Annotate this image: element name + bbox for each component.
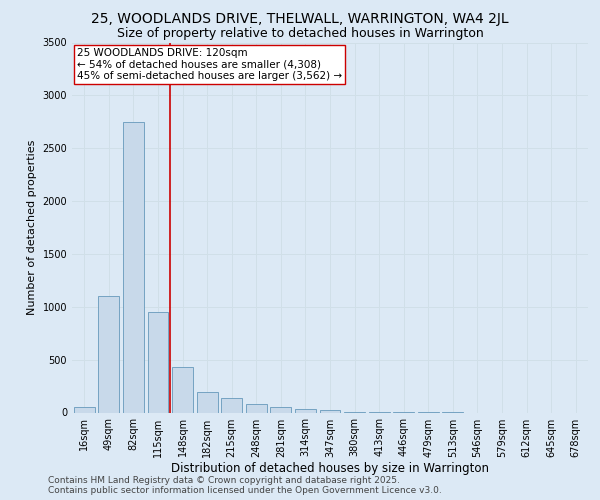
Bar: [320, 410, 340, 412]
Y-axis label: Number of detached properties: Number of detached properties: [27, 140, 37, 315]
Bar: [197, 392, 218, 412]
Bar: [295, 409, 316, 412]
Bar: [148, 312, 169, 412]
Bar: [123, 122, 144, 412]
Bar: [98, 296, 119, 412]
X-axis label: Distribution of detached houses by size in Warrington: Distribution of detached houses by size …: [171, 462, 489, 475]
Bar: [221, 398, 242, 412]
Bar: [172, 367, 193, 412]
Text: Contains HM Land Registry data © Crown copyright and database right 2025.
Contai: Contains HM Land Registry data © Crown c…: [48, 476, 442, 495]
Bar: [271, 406, 292, 412]
Bar: [246, 404, 267, 412]
Text: 25, WOODLANDS DRIVE, THELWALL, WARRINGTON, WA4 2JL: 25, WOODLANDS DRIVE, THELWALL, WARRINGTO…: [91, 12, 509, 26]
Text: Size of property relative to detached houses in Warrington: Size of property relative to detached ho…: [116, 28, 484, 40]
Text: 25 WOODLANDS DRIVE: 120sqm
← 54% of detached houses are smaller (4,308)
45% of s: 25 WOODLANDS DRIVE: 120sqm ← 54% of deta…: [77, 48, 342, 81]
Bar: [74, 407, 95, 412]
